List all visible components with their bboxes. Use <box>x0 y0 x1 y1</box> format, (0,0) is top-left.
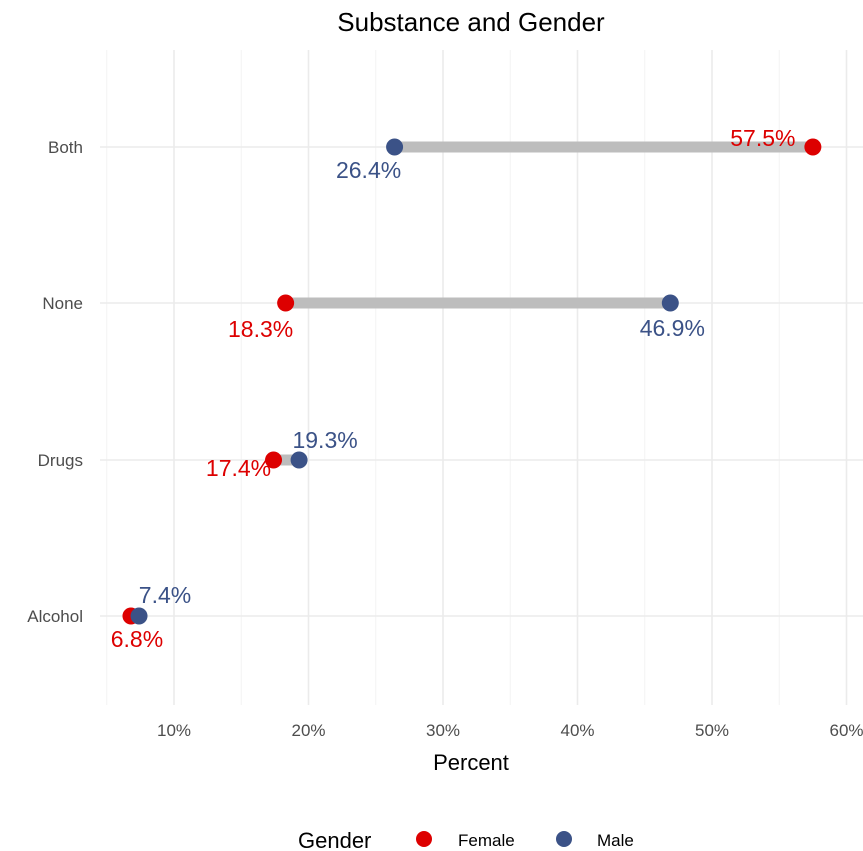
female-data-label: 17.4% <box>206 455 271 481</box>
legend-male-swatch <box>556 831 572 847</box>
female-point <box>265 451 283 469</box>
x-tick-label: 20% <box>291 721 325 740</box>
x-axis-tick-labels: 10% 20% 30% 40% 50% 60% <box>157 721 863 740</box>
male-data-label: 46.9% <box>640 315 705 341</box>
data-labels: 57.5% 18.3% 17.4% 6.8% 26.4% 46.9% 19.3% 7.4% <box>111 125 796 652</box>
x-tick-label: 60% <box>829 721 863 740</box>
male-data-label: 19.3% <box>292 427 357 453</box>
y-tick-label: Both <box>48 138 83 157</box>
x-tick-label: 40% <box>560 721 594 740</box>
legend-male-label: Male <box>597 831 634 850</box>
x-tick-label: 50% <box>695 721 729 740</box>
female-data-label: 57.5% <box>730 125 795 151</box>
y-tick-label: None <box>42 294 83 313</box>
female-data-label: 18.3% <box>228 316 293 342</box>
male-point <box>386 138 404 156</box>
female-point <box>277 294 295 312</box>
dumbbell-segments <box>130 141 813 622</box>
legend-title: Gender <box>298 828 371 851</box>
female-data-label: 6.8% <box>111 626 163 652</box>
legend-female-swatch <box>416 831 432 847</box>
y-tick-label: Alcohol <box>27 607 83 626</box>
male-point <box>290 451 308 469</box>
legend: Gender Female Male <box>298 828 634 851</box>
male-data-label: 7.4% <box>139 582 191 608</box>
chart-title: Substance and Gender <box>337 7 605 37</box>
x-tick-label: 10% <box>157 721 191 740</box>
y-axis-tick-labels: Both None Drugs Alcohol <box>27 138 83 626</box>
female-point <box>804 138 822 156</box>
legend-female-label: Female <box>458 831 515 850</box>
male-data-label: 26.4% <box>336 157 401 183</box>
x-axis-title: Percent <box>433 750 509 775</box>
y-tick-label: Drugs <box>38 451 83 470</box>
x-tick-label: 30% <box>426 721 460 740</box>
male-point <box>130 607 148 625</box>
male-point <box>661 294 679 312</box>
data-points <box>122 138 822 625</box>
